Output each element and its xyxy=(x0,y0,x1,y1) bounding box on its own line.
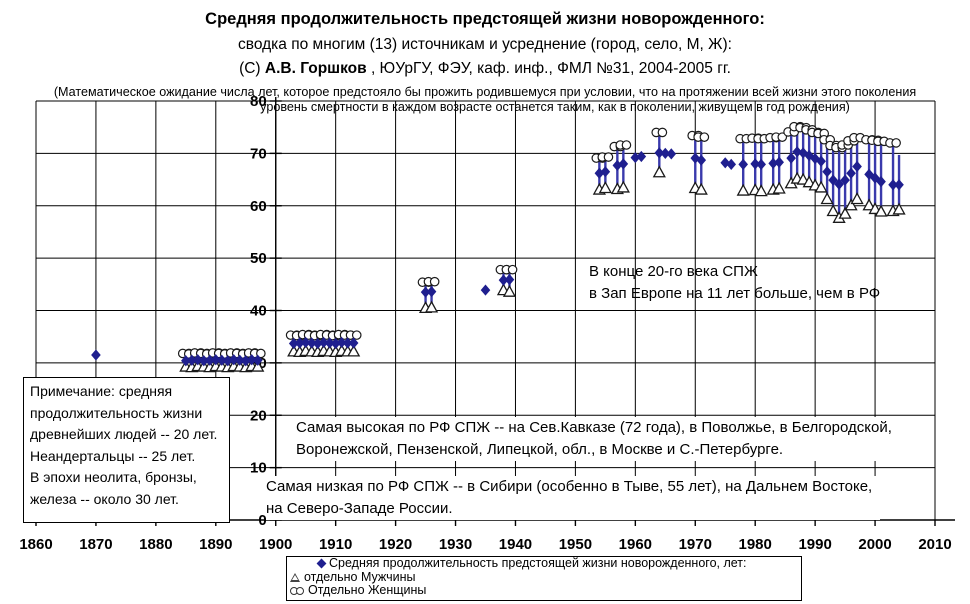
definition-line1: (Математическое ожидание числа лет, кото… xyxy=(53,85,917,99)
annotation-highest-regions: Самая высокая по РФ СПЖ -- на Сев.Кавказ… xyxy=(296,417,900,461)
svg-text:1860: 1860 xyxy=(19,536,52,553)
svg-text:1970: 1970 xyxy=(679,536,712,553)
note-line: В эпохи неолита, бронзы, xyxy=(30,469,197,485)
annotation-west-europe: В конце 20-го века СПЖ в Зап Европе на 1… xyxy=(589,261,880,305)
note-line: Примечание: средняя xyxy=(30,383,173,399)
credit-author: А.В. Горшков xyxy=(264,60,367,77)
series-men xyxy=(179,165,906,373)
credit-prefix: (С) xyxy=(239,60,265,77)
legend: Средняя продолжительность предстоящей жи… xyxy=(286,556,802,601)
annotation-west-europe-line2: в Зап Европе на 11 лет больше, чем в РФ xyxy=(589,285,881,302)
legend-item-average: Средняя продолжительность предстоящей жи… xyxy=(287,556,801,571)
svg-text:1880: 1880 xyxy=(139,536,172,553)
annotation-highest-line2: Воронежской, Пензенской, Липецкой, обл.,… xyxy=(296,441,784,458)
legend-item-women: Отдельно Женщины xyxy=(287,583,801,598)
svg-text:1900: 1900 xyxy=(259,536,292,553)
svg-text:70: 70 xyxy=(250,145,267,162)
svg-text:40: 40 xyxy=(250,303,267,320)
credit-rest: , ЮУрГУ, ФЭУ, каф. инф., ФМЛ №31, 2004-2… xyxy=(366,60,731,77)
diamond-marker-icon xyxy=(316,558,327,569)
note-line: железа -- около 30 лет. xyxy=(30,490,179,507)
svg-text:2010: 2010 xyxy=(918,536,951,553)
triangle-marker-icon xyxy=(290,572,300,582)
annotation-lowest-line2: на Северо-Западе России. xyxy=(266,500,453,517)
annotation-lowest-line1: Самая низкая по РФ СПЖ -- в Сибири (особ… xyxy=(266,478,873,495)
svg-text:1950: 1950 xyxy=(559,536,592,553)
svg-text:1930: 1930 xyxy=(439,536,472,553)
series-average xyxy=(91,146,904,367)
chart-credit: (С) А.В. Горшков , ЮУрГУ, ФЭУ, каф. инф.… xyxy=(0,60,970,78)
svg-text:1960: 1960 xyxy=(619,536,652,553)
chart-subtitle: сводка по многим (13) источникам и усред… xyxy=(238,36,732,53)
svg-text:60: 60 xyxy=(250,198,267,215)
definition-line2: уровень смертности в каждом возрасте ост… xyxy=(260,100,850,114)
svg-text:1940: 1940 xyxy=(499,536,532,553)
legend-label-average: Средняя продолжительность предстоящей жи… xyxy=(329,556,747,570)
annotation-lowest-regions: Самая низкая по РФ СПЖ -- в Сибири (особ… xyxy=(266,476,881,520)
svg-text:1870: 1870 xyxy=(79,536,112,553)
legend-label-men: отдельно Мужчины xyxy=(304,569,416,584)
svg-text:50: 50 xyxy=(250,250,267,267)
legend-label-women: Отдельно Женщины xyxy=(308,583,427,597)
svg-text:1990: 1990 xyxy=(798,536,831,553)
chart-title: Средняя продолжительность предстоящей жи… xyxy=(205,10,765,28)
svg-text:2000: 2000 xyxy=(858,536,891,553)
double-circle-marker-icon xyxy=(290,586,304,595)
svg-text:10: 10 xyxy=(250,460,267,477)
svg-text:20: 20 xyxy=(250,407,267,424)
svg-text:1920: 1920 xyxy=(379,536,412,553)
note-box: Примечание: средняя продолжительность жи… xyxy=(23,377,230,523)
legend-item-men: отдельно Мужчины xyxy=(287,569,801,585)
svg-text:80: 80 xyxy=(250,93,267,110)
note-line: продолжительность жизни xyxy=(30,404,203,421)
annotation-west-europe-line1: В конце 20-го века СПЖ xyxy=(589,263,758,280)
svg-text:1890: 1890 xyxy=(199,536,232,553)
note-line: Неандертальцы -- 25 лет. xyxy=(30,447,196,464)
annotation-highest-line1: Самая высокая по РФ СПЖ -- на Сев.Кавказ… xyxy=(296,419,892,436)
svg-text:1910: 1910 xyxy=(319,536,352,553)
note-line: древнейших людей -- 20 лет. xyxy=(30,426,218,442)
svg-text:1980: 1980 xyxy=(739,536,772,553)
